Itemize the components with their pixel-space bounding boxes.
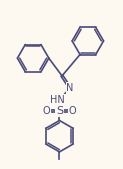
Text: N: N	[66, 83, 74, 93]
Text: S: S	[56, 106, 63, 116]
Text: O: O	[69, 106, 77, 116]
Text: O: O	[42, 106, 50, 116]
Text: HN: HN	[50, 95, 65, 105]
